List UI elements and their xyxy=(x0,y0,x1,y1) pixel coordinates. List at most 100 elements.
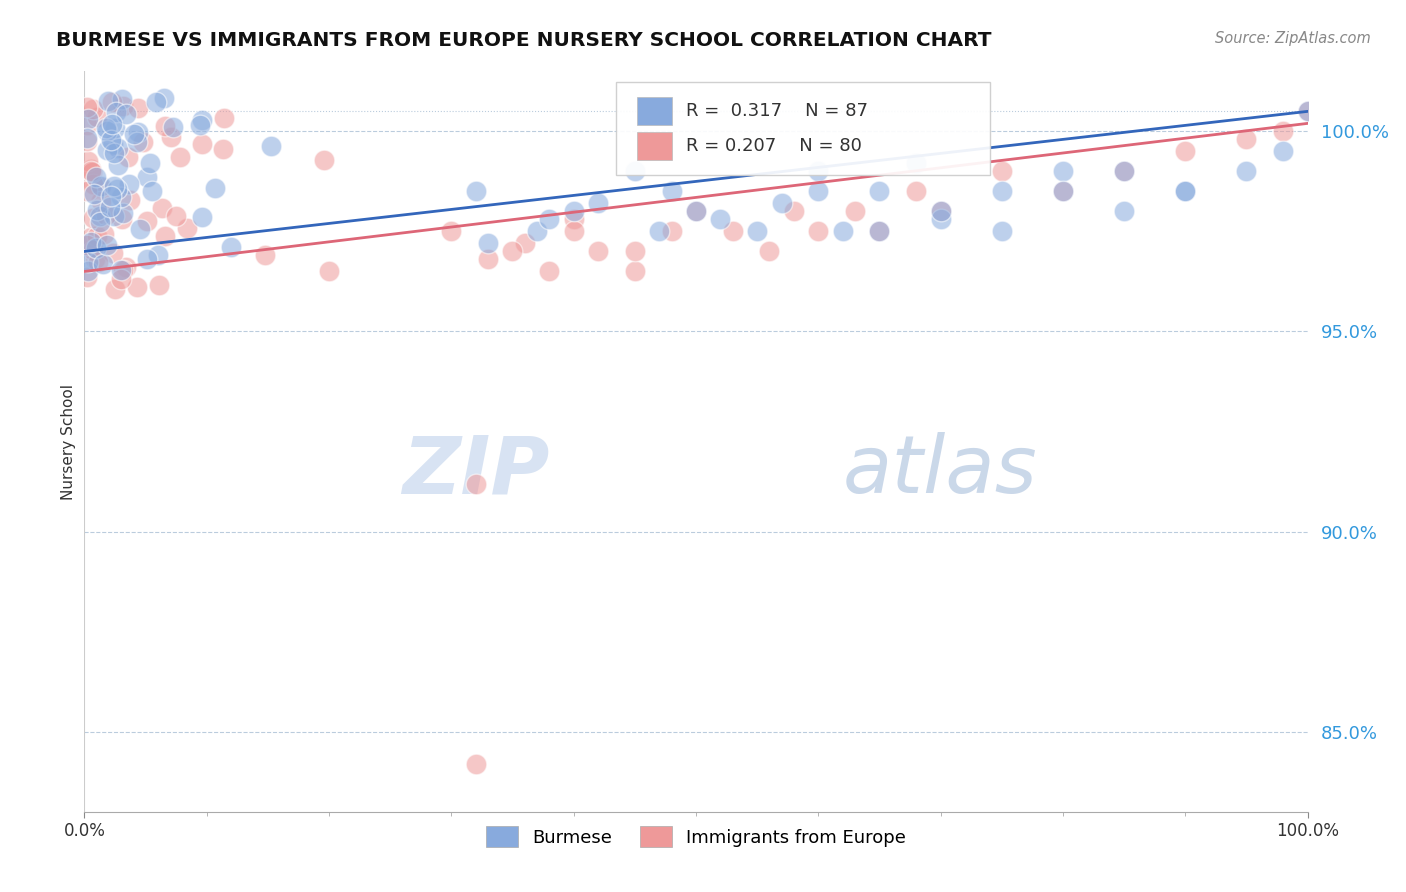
Point xyxy=(159,130,181,145)
Point xyxy=(176,221,198,235)
Point xyxy=(260,139,283,153)
Point xyxy=(869,185,891,199)
Point xyxy=(869,224,891,238)
Point xyxy=(76,238,98,252)
Point xyxy=(190,211,212,225)
Point xyxy=(96,238,118,252)
Point xyxy=(76,100,98,114)
Point xyxy=(103,145,125,160)
Point xyxy=(1296,104,1319,119)
Point xyxy=(103,209,125,223)
Point xyxy=(91,257,114,271)
Point xyxy=(624,264,647,278)
Point xyxy=(127,101,149,115)
Point xyxy=(1174,145,1197,159)
Point xyxy=(90,194,112,209)
Point xyxy=(129,222,152,236)
Point xyxy=(807,185,830,199)
Point xyxy=(82,165,104,179)
Point xyxy=(97,95,120,109)
Point xyxy=(211,142,233,156)
Bar xyxy=(637,97,672,126)
Point xyxy=(526,224,548,238)
Point xyxy=(94,120,117,135)
Point xyxy=(112,263,135,277)
Point xyxy=(991,185,1014,199)
Point xyxy=(538,212,561,227)
Point xyxy=(110,263,132,277)
Point xyxy=(127,125,149,139)
Point xyxy=(562,212,585,227)
Point xyxy=(905,156,928,170)
Text: R =  0.317    N = 87: R = 0.317 N = 87 xyxy=(686,103,868,120)
Point xyxy=(318,264,340,278)
Point xyxy=(86,110,108,124)
Text: ZIP: ZIP xyxy=(402,432,550,510)
Point xyxy=(93,227,115,241)
Point xyxy=(101,136,124,151)
Point xyxy=(111,92,134,106)
Point xyxy=(77,255,100,269)
Point xyxy=(831,224,853,238)
Point xyxy=(991,224,1014,238)
Point xyxy=(115,107,138,121)
Point xyxy=(145,95,167,110)
Point xyxy=(96,208,118,222)
Point xyxy=(80,230,103,244)
Point xyxy=(122,128,145,142)
Point xyxy=(105,181,128,195)
Point xyxy=(254,248,277,262)
Bar xyxy=(637,132,672,161)
Point xyxy=(929,204,952,219)
Point xyxy=(153,119,176,133)
Point xyxy=(76,118,98,132)
Point xyxy=(76,154,98,169)
Point xyxy=(991,164,1014,178)
Point xyxy=(120,193,142,207)
Point xyxy=(100,133,122,147)
Point xyxy=(1052,185,1074,199)
Legend: Burmese, Immigrants from Europe: Burmese, Immigrants from Europe xyxy=(478,819,914,855)
Point xyxy=(1174,185,1197,199)
Point xyxy=(76,184,98,198)
FancyBboxPatch shape xyxy=(616,82,990,175)
Point xyxy=(84,241,107,255)
Point xyxy=(685,204,707,219)
Point xyxy=(76,134,98,148)
Point xyxy=(105,104,128,119)
Point xyxy=(104,282,127,296)
Point xyxy=(100,188,122,202)
Point xyxy=(1272,124,1295,138)
Point xyxy=(314,153,336,167)
Point xyxy=(721,224,744,238)
Point xyxy=(844,204,866,219)
Point xyxy=(150,201,173,215)
Point xyxy=(118,177,141,191)
Point xyxy=(80,162,103,177)
Point xyxy=(162,120,184,135)
Point xyxy=(100,200,122,214)
Point xyxy=(101,246,124,260)
Point xyxy=(1236,132,1258,146)
Point xyxy=(188,118,211,132)
Point xyxy=(82,243,104,257)
Point xyxy=(96,124,118,138)
Point xyxy=(135,252,157,266)
Point xyxy=(538,264,561,278)
Point xyxy=(869,224,891,238)
Point xyxy=(80,235,103,249)
Point xyxy=(89,180,111,194)
Point xyxy=(783,204,806,219)
Point xyxy=(100,95,122,109)
Point xyxy=(586,196,609,211)
Point xyxy=(191,112,214,127)
Point xyxy=(212,111,235,125)
Point xyxy=(1052,164,1074,178)
Point xyxy=(1272,145,1295,159)
Point xyxy=(807,164,830,178)
Point xyxy=(111,99,134,113)
Point xyxy=(477,252,499,267)
Point xyxy=(905,185,928,199)
Point xyxy=(87,255,110,269)
Point xyxy=(153,229,176,244)
